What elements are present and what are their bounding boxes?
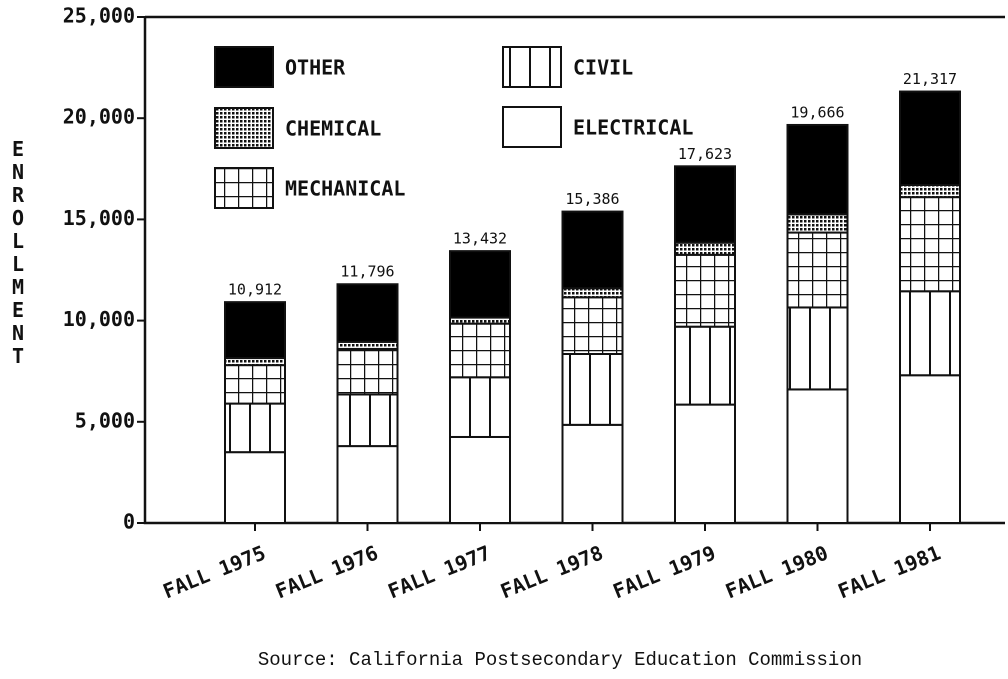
y-axis-letter: N xyxy=(12,321,24,345)
y-tick-label: 25,000 xyxy=(63,4,135,28)
bar-segment xyxy=(674,325,736,406)
y-axis-letter: O xyxy=(12,206,24,230)
total-label: 13,432 xyxy=(453,230,507,248)
bar-segment xyxy=(674,403,736,525)
bar-segment xyxy=(786,231,849,309)
total-label: 10,912 xyxy=(228,281,282,299)
legend-label: CIVIL xyxy=(573,56,633,80)
y-tick-label: 10,000 xyxy=(63,307,135,331)
legend-swatch xyxy=(502,46,562,88)
x-tick-label: FALL 1980 xyxy=(722,540,831,603)
total-label: 17,623 xyxy=(678,145,732,163)
bar-segment xyxy=(561,352,624,426)
bar-segment xyxy=(674,241,736,256)
bar-segment xyxy=(449,435,511,525)
bar-segment xyxy=(224,301,286,360)
bar-segment xyxy=(449,322,511,379)
y-tick-label: 15,000 xyxy=(63,206,135,230)
y-tick-label: 5,000 xyxy=(75,408,135,432)
bar-segment xyxy=(224,402,286,454)
bar-segment xyxy=(224,364,286,405)
bar-segment xyxy=(899,196,961,293)
legend-swatch xyxy=(214,167,274,209)
total-label: 11,796 xyxy=(340,263,394,281)
bar-segment xyxy=(899,90,961,186)
y-tick-label: 0 xyxy=(123,510,135,534)
x-tick-label: FALL 1979 xyxy=(609,540,718,603)
total-label: 21,317 xyxy=(903,70,957,88)
y-axis-letter: M xyxy=(12,275,24,299)
y-axis-letter: R xyxy=(12,183,25,207)
legend-swatch xyxy=(214,107,274,149)
bar-segment xyxy=(899,183,961,199)
y-axis-letter: L xyxy=(12,229,24,253)
total-label: 15,386 xyxy=(565,190,619,208)
y-axis-letter: E xyxy=(12,298,24,322)
bar-segment xyxy=(336,283,399,343)
x-tick-label: FALL 1977 xyxy=(384,540,493,603)
bar-segment xyxy=(336,340,399,350)
bar-segment xyxy=(336,445,399,525)
x-tick-label: FALL 1975 xyxy=(159,540,268,603)
y-axis-letter: N xyxy=(12,160,24,184)
y-axis-letter: T xyxy=(12,344,24,368)
x-tick-label: FALL 1978 xyxy=(497,540,606,603)
bar-segment xyxy=(786,388,849,524)
legend-swatch xyxy=(214,46,274,88)
bar-segment xyxy=(561,287,624,299)
legend-swatch xyxy=(502,106,562,148)
legend-label: MECHANICAL xyxy=(285,177,405,201)
bar-segment xyxy=(224,451,286,524)
x-tick-label: FALL 1981 xyxy=(834,540,943,603)
bar-segment xyxy=(561,210,624,290)
total-label: 19,666 xyxy=(790,103,844,121)
legend-label: CHEMICAL xyxy=(285,117,381,141)
bar-segment xyxy=(449,250,511,319)
x-tick-label: FALL 1976 xyxy=(272,540,381,603)
bar-segment xyxy=(786,123,849,216)
bar-segment xyxy=(674,165,736,244)
bar-segment xyxy=(224,357,286,367)
legend-label: OTHER xyxy=(285,56,346,80)
y-axis-letter: L xyxy=(12,252,24,276)
bar-segment xyxy=(674,253,736,328)
bar-segment xyxy=(899,290,961,377)
bar-segment xyxy=(786,213,849,234)
y-tick-label: 20,000 xyxy=(63,105,135,129)
bar-segment xyxy=(336,347,399,396)
bar-segment xyxy=(561,423,624,524)
bar-segment xyxy=(449,376,511,438)
bar-segment xyxy=(786,306,849,391)
legend-label: ELECTRICAL xyxy=(573,116,693,140)
bar-segment xyxy=(899,374,961,524)
source: Source: California Postsecondary Educati… xyxy=(258,649,862,671)
y-axis-letter: E xyxy=(12,137,24,161)
bar-segment xyxy=(561,296,624,355)
bar-segment xyxy=(336,393,399,448)
